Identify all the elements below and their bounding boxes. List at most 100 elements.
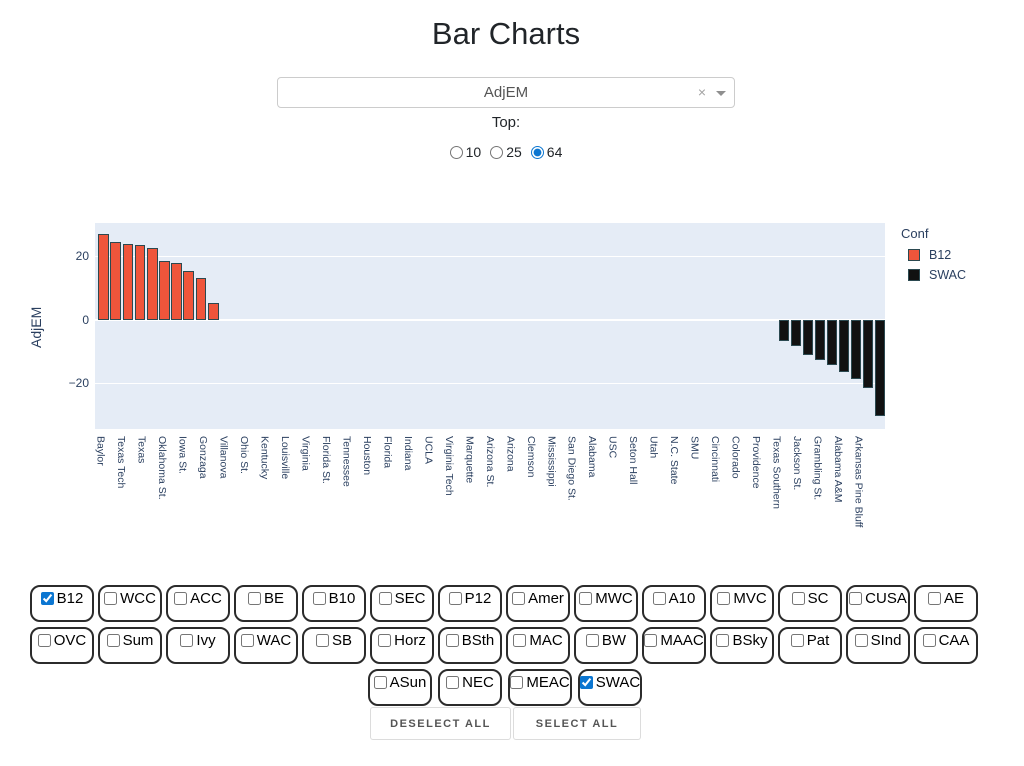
x-tick-label: N.C. State [668,436,681,485]
clear-icon[interactable]: × [697,84,707,100]
top-n-radio-option[interactable]: 64 [530,144,562,160]
conference-checkbox-caa[interactable] [922,634,936,647]
conference-checkbox-amer[interactable] [512,592,526,605]
x-tick-label: Oklahoma St. [156,436,169,500]
top-n-radio-64[interactable] [530,145,544,159]
conference-checkbox-ivy[interactable] [180,634,194,647]
conference-box-acc[interactable]: ACC [166,585,230,622]
conference-checkbox-sind[interactable] [854,634,868,647]
conference-box-bsky[interactable]: BSky [710,627,774,664]
top-n-radio-option[interactable]: 25 [490,144,522,160]
conference-label: MAC [529,632,563,649]
conference-checkbox-b10[interactable] [312,592,326,605]
conference-checkbox-be[interactable] [247,592,261,605]
plot-area [95,223,885,429]
bar-b12-8 [195,278,207,320]
conference-checkbox-wac[interactable] [240,634,254,647]
chevron-down-icon[interactable] [716,91,726,96]
conference-box-pat[interactable]: Pat [778,627,842,664]
conference-checkbox-cusa[interactable] [849,592,863,605]
conference-box-a10[interactable]: A10 [642,585,706,622]
conference-box-ae[interactable]: AE [914,585,978,622]
top-n-radio-option[interactable]: 10 [449,144,481,160]
conference-box-nec[interactable]: NEC [438,669,502,706]
legend-entry-b12[interactable]: B12 [908,248,966,262]
conference-checkbox-sec[interactable] [378,592,392,605]
conference-checkbox-ae[interactable] [927,592,941,605]
conference-box-sc[interactable]: SC [778,585,842,622]
conference-checkbox-nec[interactable] [446,676,460,689]
x-tick-label: Texas Southern [770,436,783,509]
legend-swatch [908,269,920,281]
conference-checkbox-acc[interactable] [174,592,188,605]
conference-box-wcc[interactable]: WCC [98,585,162,622]
conference-box-bsth[interactable]: BSth [438,627,502,664]
conference-box-p12[interactable]: P12 [438,585,502,622]
conference-checkbox-wcc[interactable] [104,592,118,605]
conference-box-sum[interactable]: Sum [98,627,162,664]
conference-checkbox-sum[interactable] [106,634,120,647]
conference-box-b10[interactable]: B10 [302,585,366,622]
conference-checkbox-sc[interactable] [791,592,805,605]
legend-title: Conf [901,226,929,241]
x-tick-label: Louisville [279,436,292,480]
bar-swac-6 [850,319,861,380]
conference-checkbox-bw[interactable] [585,634,599,647]
conference-label: MWC [595,590,633,607]
x-tick-label: Virginia [299,436,312,471]
deselect-all-button[interactable]: DESELECT ALL [370,707,511,740]
conference-checkbox-sb[interactable] [315,634,329,647]
conference-checkbox-meac[interactable] [510,676,524,689]
conference-box-sb[interactable]: SB [302,627,366,664]
conference-box-maac[interactable]: MAAC [642,627,706,664]
conference-checkbox-mvc[interactable] [717,592,731,605]
conference-checkbox-mwc[interactable] [579,592,593,605]
stat-select-dropdown[interactable]: AdjEM × [277,77,735,108]
conference-label: SC [807,590,829,607]
conference-box-amer[interactable]: Amer [506,585,570,622]
conference-box-swac[interactable]: SWAC [578,669,642,706]
conference-label: SB [331,632,352,649]
conference-checkbox-bsth[interactable] [445,634,459,647]
top-n-radio-10[interactable] [449,145,463,159]
conference-label: SEC [394,590,426,607]
conference-box-wac[interactable]: WAC [234,627,298,664]
conference-checkbox-ovc[interactable] [37,634,51,647]
legend-entry-swac[interactable]: SWAC [908,268,966,282]
conference-checkbox-asun[interactable] [373,676,387,689]
conference-checkbox-b12[interactable] [40,592,54,605]
conference-box-asun[interactable]: ASun [368,669,432,706]
conference-box-mvc[interactable]: MVC [710,585,774,622]
conference-checkbox-swac[interactable] [579,676,593,689]
conference-box-bw[interactable]: BW [574,627,638,664]
conference-box-cusa[interactable]: CUSA [846,585,910,622]
conference-box-sind[interactable]: SInd [846,627,910,664]
conference-checkbox-pat[interactable] [790,634,804,647]
conference-checkbox-bsky[interactable] [716,634,730,647]
bar-swac-3 [815,319,825,360]
select-all-button[interactable]: SELECT ALL [513,707,641,740]
conference-checkbox-horz[interactable] [378,634,392,647]
x-tick-label: Gonzaga [197,436,210,479]
conference-label: WCC [120,590,156,607]
conference-checkbox-a10[interactable] [652,592,666,605]
conference-box-ivy[interactable]: Ivy [166,627,230,664]
conference-checkbox-mac[interactable] [513,634,527,647]
conference-box-b12[interactable]: B12 [30,585,94,622]
conference-checkbox-p12[interactable] [448,592,462,605]
conference-label: Pat [806,632,830,649]
x-tick-label: Seton Hall [627,436,640,485]
conference-label: Horz [394,632,426,649]
top-n-radio-25[interactable] [490,145,504,159]
conference-checkbox-maac[interactable] [644,634,658,647]
conference-box-meac[interactable]: MEAC [508,669,572,706]
bar-swac-2 [803,319,814,356]
conference-box-caa[interactable]: CAA [914,627,978,664]
conference-box-ovc[interactable]: OVC [30,627,94,664]
conference-box-mac[interactable]: MAC [506,627,570,664]
conference-box-sec[interactable]: SEC [370,585,434,622]
conference-box-be[interactable]: BE [234,585,298,622]
conference-box-horz[interactable]: Horz [370,627,434,664]
conference-box-mwc[interactable]: MWC [574,585,638,622]
